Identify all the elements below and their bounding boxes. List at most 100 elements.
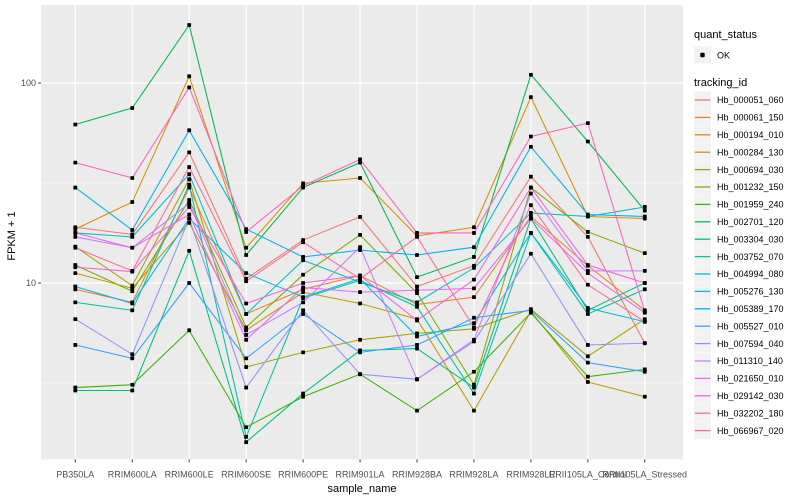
data-point xyxy=(642,214,647,219)
data-point xyxy=(415,343,419,347)
data-point xyxy=(301,255,305,259)
data-point xyxy=(244,435,249,439)
data-point xyxy=(187,220,192,225)
data-point xyxy=(642,268,647,273)
data-point xyxy=(301,308,305,313)
data-point xyxy=(415,318,419,323)
data-point xyxy=(585,230,590,234)
data-point xyxy=(301,394,305,399)
data-point xyxy=(472,321,476,326)
x-tick-label: RRII105LA_Control xyxy=(549,470,627,480)
data-point xyxy=(472,286,476,291)
data-point xyxy=(472,231,476,235)
data-point xyxy=(358,248,362,253)
data-point xyxy=(130,289,135,294)
data-point xyxy=(415,331,419,336)
data-point xyxy=(472,391,476,396)
data-point xyxy=(358,276,362,281)
data-point xyxy=(585,380,590,384)
data-point xyxy=(301,272,305,277)
data-point xyxy=(529,203,533,208)
legend-label-Hb_005276_130: Hb_005276_130 xyxy=(717,287,784,297)
data-point xyxy=(529,174,533,179)
legend-label-Hb_029142_030: Hb_029142_030 xyxy=(717,391,784,401)
data-point xyxy=(73,122,78,127)
data-point xyxy=(529,191,533,196)
data-point xyxy=(244,328,249,333)
data-point xyxy=(244,325,249,330)
data-point xyxy=(187,281,192,285)
legend-label-Hb_003752_070: Hb_003752_070 xyxy=(717,252,784,262)
data-point xyxy=(358,337,362,342)
data-point xyxy=(529,251,533,256)
data-point xyxy=(301,312,305,316)
data-point xyxy=(415,291,419,296)
x-axis-title: sample_name xyxy=(327,483,396,495)
data-point xyxy=(187,198,192,202)
data-point xyxy=(244,356,249,361)
data-point xyxy=(415,346,419,351)
data-point xyxy=(244,253,249,257)
data-point xyxy=(642,251,647,256)
data-point xyxy=(415,377,419,382)
legend-label-Hb_007594_040: Hb_007594_040 xyxy=(717,339,784,349)
data-point xyxy=(130,106,135,110)
data-point xyxy=(187,172,192,177)
data-point xyxy=(642,319,647,324)
legend-ok-marker xyxy=(700,52,705,58)
data-point xyxy=(73,160,78,165)
data-point xyxy=(358,273,362,278)
data-point xyxy=(187,165,192,169)
data-point xyxy=(73,385,78,390)
data-point xyxy=(244,245,249,250)
x-tick-label: RRIM928LA xyxy=(449,470,498,480)
legend-label-Hb_005527_010: Hb_005527_010 xyxy=(717,321,784,331)
chart-generated-layer: PB350LA RRIM600LA RRIM600LE RRIM600SE RRIM60… xyxy=(21,5,784,480)
data-point xyxy=(585,343,590,347)
data-point xyxy=(358,160,362,165)
data-point xyxy=(301,258,305,263)
data-point xyxy=(358,157,362,162)
data-point xyxy=(73,185,78,190)
data-point xyxy=(130,268,135,273)
data-point xyxy=(472,265,476,270)
legend-label-Hb_002701_120: Hb_002701_120 xyxy=(717,217,784,227)
data-point xyxy=(358,245,362,250)
y-tick-label: 100 xyxy=(21,78,36,88)
data-point xyxy=(187,182,192,187)
data-point xyxy=(244,230,249,234)
data-point xyxy=(301,240,305,245)
data-point xyxy=(187,128,192,133)
data-point xyxy=(244,333,249,337)
data-point xyxy=(415,275,419,280)
legend-ok-label: OK xyxy=(717,51,730,61)
data-point xyxy=(187,248,192,253)
data-point xyxy=(415,235,419,239)
legend-label-Hb_000284_130: Hb_000284_130 xyxy=(717,147,784,157)
data-point xyxy=(472,225,476,230)
legend-label-Hb_003304_030: Hb_003304_030 xyxy=(717,234,784,244)
data-point xyxy=(585,271,590,276)
legend-label-Hb_021650_010: Hb_021650_010 xyxy=(717,374,784,384)
data-point xyxy=(301,281,305,285)
data-point xyxy=(585,306,590,310)
legend-label-Hb_000194_010: Hb_000194_010 xyxy=(717,130,784,140)
data-point xyxy=(358,215,362,219)
data-point xyxy=(73,245,78,250)
data-point xyxy=(642,341,647,346)
data-point xyxy=(585,212,590,217)
legend-label-Hb_001232_150: Hb_001232_150 xyxy=(717,182,784,192)
data-point xyxy=(358,290,362,295)
data-point xyxy=(585,235,590,239)
plot-panel xyxy=(41,5,683,460)
data-point xyxy=(130,308,135,313)
data-point xyxy=(472,385,476,390)
data-point xyxy=(187,201,192,206)
data-point xyxy=(472,325,476,330)
data-point xyxy=(642,281,647,285)
data-point xyxy=(358,176,362,180)
x-tick-label: RRIM928BA xyxy=(392,470,442,480)
data-point xyxy=(244,301,249,306)
legend-label-Hb_001959_240: Hb_001959_240 xyxy=(717,200,784,210)
data-point xyxy=(472,315,476,320)
